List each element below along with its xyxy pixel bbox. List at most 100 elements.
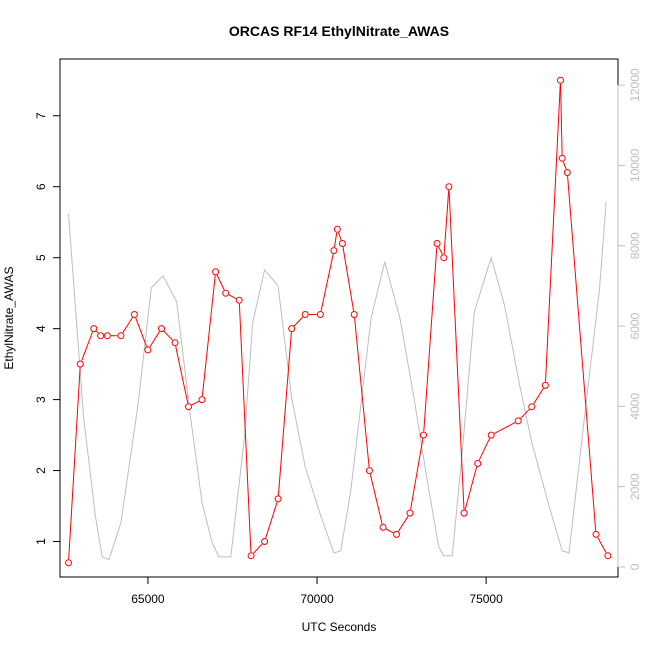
data-point: [76, 360, 84, 368]
primary-series-segment: [385, 528, 394, 534]
data-point: [541, 381, 549, 389]
primary-series-segment: [334, 232, 338, 248]
data-point: [350, 311, 358, 318]
data-point: [433, 240, 441, 247]
x-axis: 65000 70000 75000: [131, 576, 503, 606]
primary-series-segment: [216, 274, 225, 291]
primary-series-segment: [191, 400, 200, 406]
y-tick-label: 6: [34, 183, 48, 190]
x-tick-label: 70000: [300, 592, 334, 606]
data-point: [563, 169, 571, 176]
primary-series-segment: [228, 294, 237, 300]
primary-series-segment: [443, 190, 450, 255]
primary-series-segment: [265, 502, 278, 539]
primary-series-segment: [567, 176, 597, 531]
primary-series-segment: [201, 275, 216, 397]
y-axis: 1 2 3 4 5 6 7: [34, 112, 61, 545]
data-point: [117, 332, 125, 340]
y2-tick-label: 10000: [628, 148, 642, 182]
data-point: [144, 346, 152, 354]
data-point: [130, 311, 138, 318]
y-axis-label: EthylNitrate_AWAS: [2, 266, 16, 369]
primary-series-segment: [448, 190, 465, 510]
primary-series-segment: [135, 317, 148, 347]
data-point: [212, 268, 220, 276]
primary-series-segment: [149, 331, 160, 348]
data-point: [222, 289, 230, 297]
primary-series-segment: [163, 330, 173, 341]
data-point: [474, 460, 482, 467]
y-tick-label: 7: [34, 112, 48, 119]
data-point: [261, 538, 269, 545]
data-point: [379, 523, 387, 531]
data-point: [420, 431, 427, 439]
primary-series-segment: [342, 246, 355, 311]
data-point: [301, 311, 309, 318]
primary-series-segment: [81, 331, 93, 361]
data-point: [558, 154, 566, 162]
primary-series-segment: [533, 388, 544, 404]
data-point: [528, 403, 536, 411]
primary-series-segment: [562, 161, 567, 170]
y-tick-label: 2: [34, 467, 48, 474]
data-point: [90, 325, 98, 333]
x-tick-label: 65000: [131, 592, 165, 606]
primary-series: [65, 76, 612, 567]
data-point: [330, 247, 338, 255]
data-point: [604, 552, 612, 560]
data-point: [557, 76, 564, 84]
data-point: [440, 254, 448, 262]
primary-series-segment: [95, 330, 99, 334]
primary-series-segment: [175, 346, 189, 404]
primary-series-segment: [68, 367, 81, 560]
chart-title: ORCAS RF14 EthylNitrate_AWAS: [229, 23, 449, 39]
data-point: [406, 509, 414, 517]
y-tick-label: 3: [34, 396, 48, 403]
y2-tick-label: 8000: [628, 232, 642, 259]
primary-series-segment: [320, 253, 334, 312]
data-point: [185, 403, 192, 411]
data-point: [103, 332, 111, 340]
secondary-series: [68, 201, 607, 561]
data-point: [171, 339, 179, 347]
primary-series-segment: [423, 247, 438, 432]
primary-series-segment: [369, 473, 383, 524]
data-point: [65, 559, 72, 567]
primary-series-segment: [560, 83, 563, 155]
y2-axis: 0 2000 4000 6000 8000 10000 12000: [617, 68, 642, 570]
y2-tick-label: 12000: [628, 68, 642, 102]
primary-series-segment: [122, 317, 133, 333]
x-axis-label: UTC Seconds: [302, 620, 377, 634]
plot-frame: [59, 58, 619, 578]
data-point: [592, 530, 600, 538]
data-point: [460, 509, 468, 517]
data-point: [247, 552, 255, 560]
primary-series-segment: [545, 83, 561, 382]
y-tick-label: 5: [34, 254, 48, 261]
y2-tick-label: 0: [628, 563, 642, 570]
primary-series-segment: [397, 515, 409, 532]
primary-series-segment: [253, 543, 263, 554]
y2-tick-label: 4000: [628, 393, 642, 420]
primary-series-segment: [520, 408, 530, 419]
y-tick-label: 1: [34, 538, 48, 545]
data-point: [445, 183, 453, 191]
data-point: [365, 467, 373, 475]
primary-series-segment: [293, 316, 304, 327]
primary-series-segment: [410, 438, 424, 510]
y2-tick-label: 2000: [628, 473, 642, 500]
primary-series-segment: [494, 422, 516, 434]
data-point: [97, 332, 105, 340]
data-point: [333, 225, 341, 233]
primary-series-segment: [464, 466, 478, 510]
y2-tick-label: 6000: [628, 312, 642, 339]
data-point: [316, 311, 324, 318]
data-point: [274, 495, 282, 503]
primary-series-segment: [597, 537, 607, 553]
data-point: [514, 417, 522, 425]
data-point: [288, 325, 296, 333]
y-tick-label: 4: [34, 325, 48, 332]
data-point: [158, 325, 165, 333]
data-point: [393, 530, 400, 538]
